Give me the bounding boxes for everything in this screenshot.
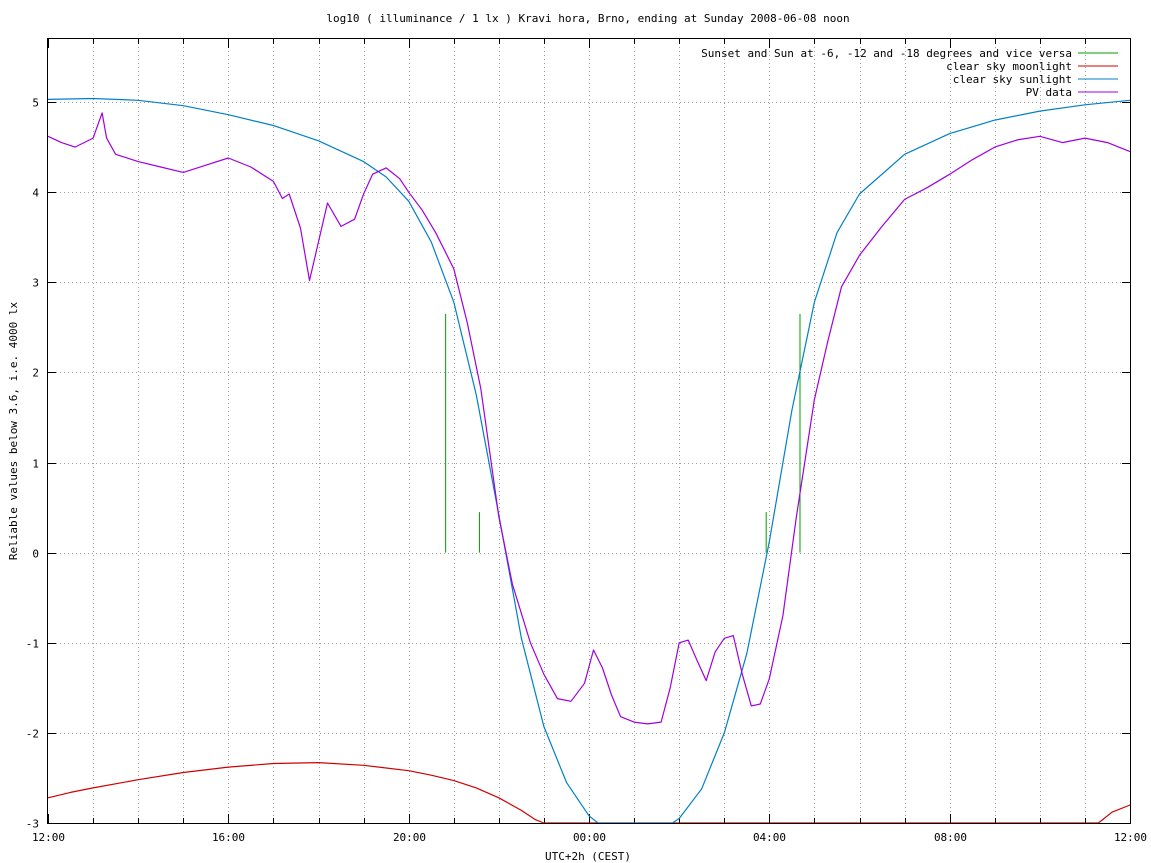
y-tick-label: -3 <box>26 818 39 831</box>
series-1 <box>47 762 1131 824</box>
plot-frame <box>47 38 1131 824</box>
series-line <box>47 762 1131 824</box>
legend-label: PV data <box>1026 86 1072 99</box>
axis-ticks: -3 -2 -1 0 1 2 3 4 5 12:00 16:00 20:00 00:00 04:00 08:… <box>26 39 1147 844</box>
x-tick-label: 08:00 <box>934 831 967 844</box>
y-axis-label: Reliable values below 3.6, i.e. 4000 lx <box>7 301 20 560</box>
x-tick-label: 12:00 <box>32 831 65 844</box>
x-tick-label: 04:00 <box>753 831 786 844</box>
grid <box>48 39 1130 823</box>
y-tick-label: 2 <box>32 367 39 380</box>
series-layer <box>47 97 1131 824</box>
chart-title: log10 ( illuminance / 1 lx ) Kravi hora,… <box>326 12 849 25</box>
y-tick-label: 4 <box>32 187 39 200</box>
x-tick-label: 20:00 <box>393 831 426 844</box>
legend-label: clear sky sunlight <box>953 73 1072 86</box>
y-tick-label: 1 <box>32 458 39 471</box>
legend: Sunset and Sun at -6, -12 and -18 degree… <box>701 47 1118 99</box>
y-tick-label: -2 <box>26 728 39 741</box>
x-axis-label: UTC+2h (CEST) <box>545 850 631 863</box>
x-tick-label: 12:00 <box>1114 831 1147 844</box>
x-tick-label: 16:00 <box>212 831 245 844</box>
y-tick-label: 0 <box>32 548 39 561</box>
legend-label: Sunset and Sun at -6, -12 and -18 degree… <box>701 47 1072 60</box>
series-0 <box>445 313 801 553</box>
series-line <box>47 97 1131 824</box>
y-tick-label: 5 <box>32 97 39 110</box>
x-tick-label: 00:00 <box>573 831 606 844</box>
legend-label: clear sky moonlight <box>946 60 1072 73</box>
series-3 <box>47 112 1131 725</box>
series-2 <box>47 97 1131 824</box>
y-tick-label: -1 <box>26 638 39 651</box>
y-tick-label: 3 <box>32 277 39 290</box>
series-line <box>47 112 1131 725</box>
